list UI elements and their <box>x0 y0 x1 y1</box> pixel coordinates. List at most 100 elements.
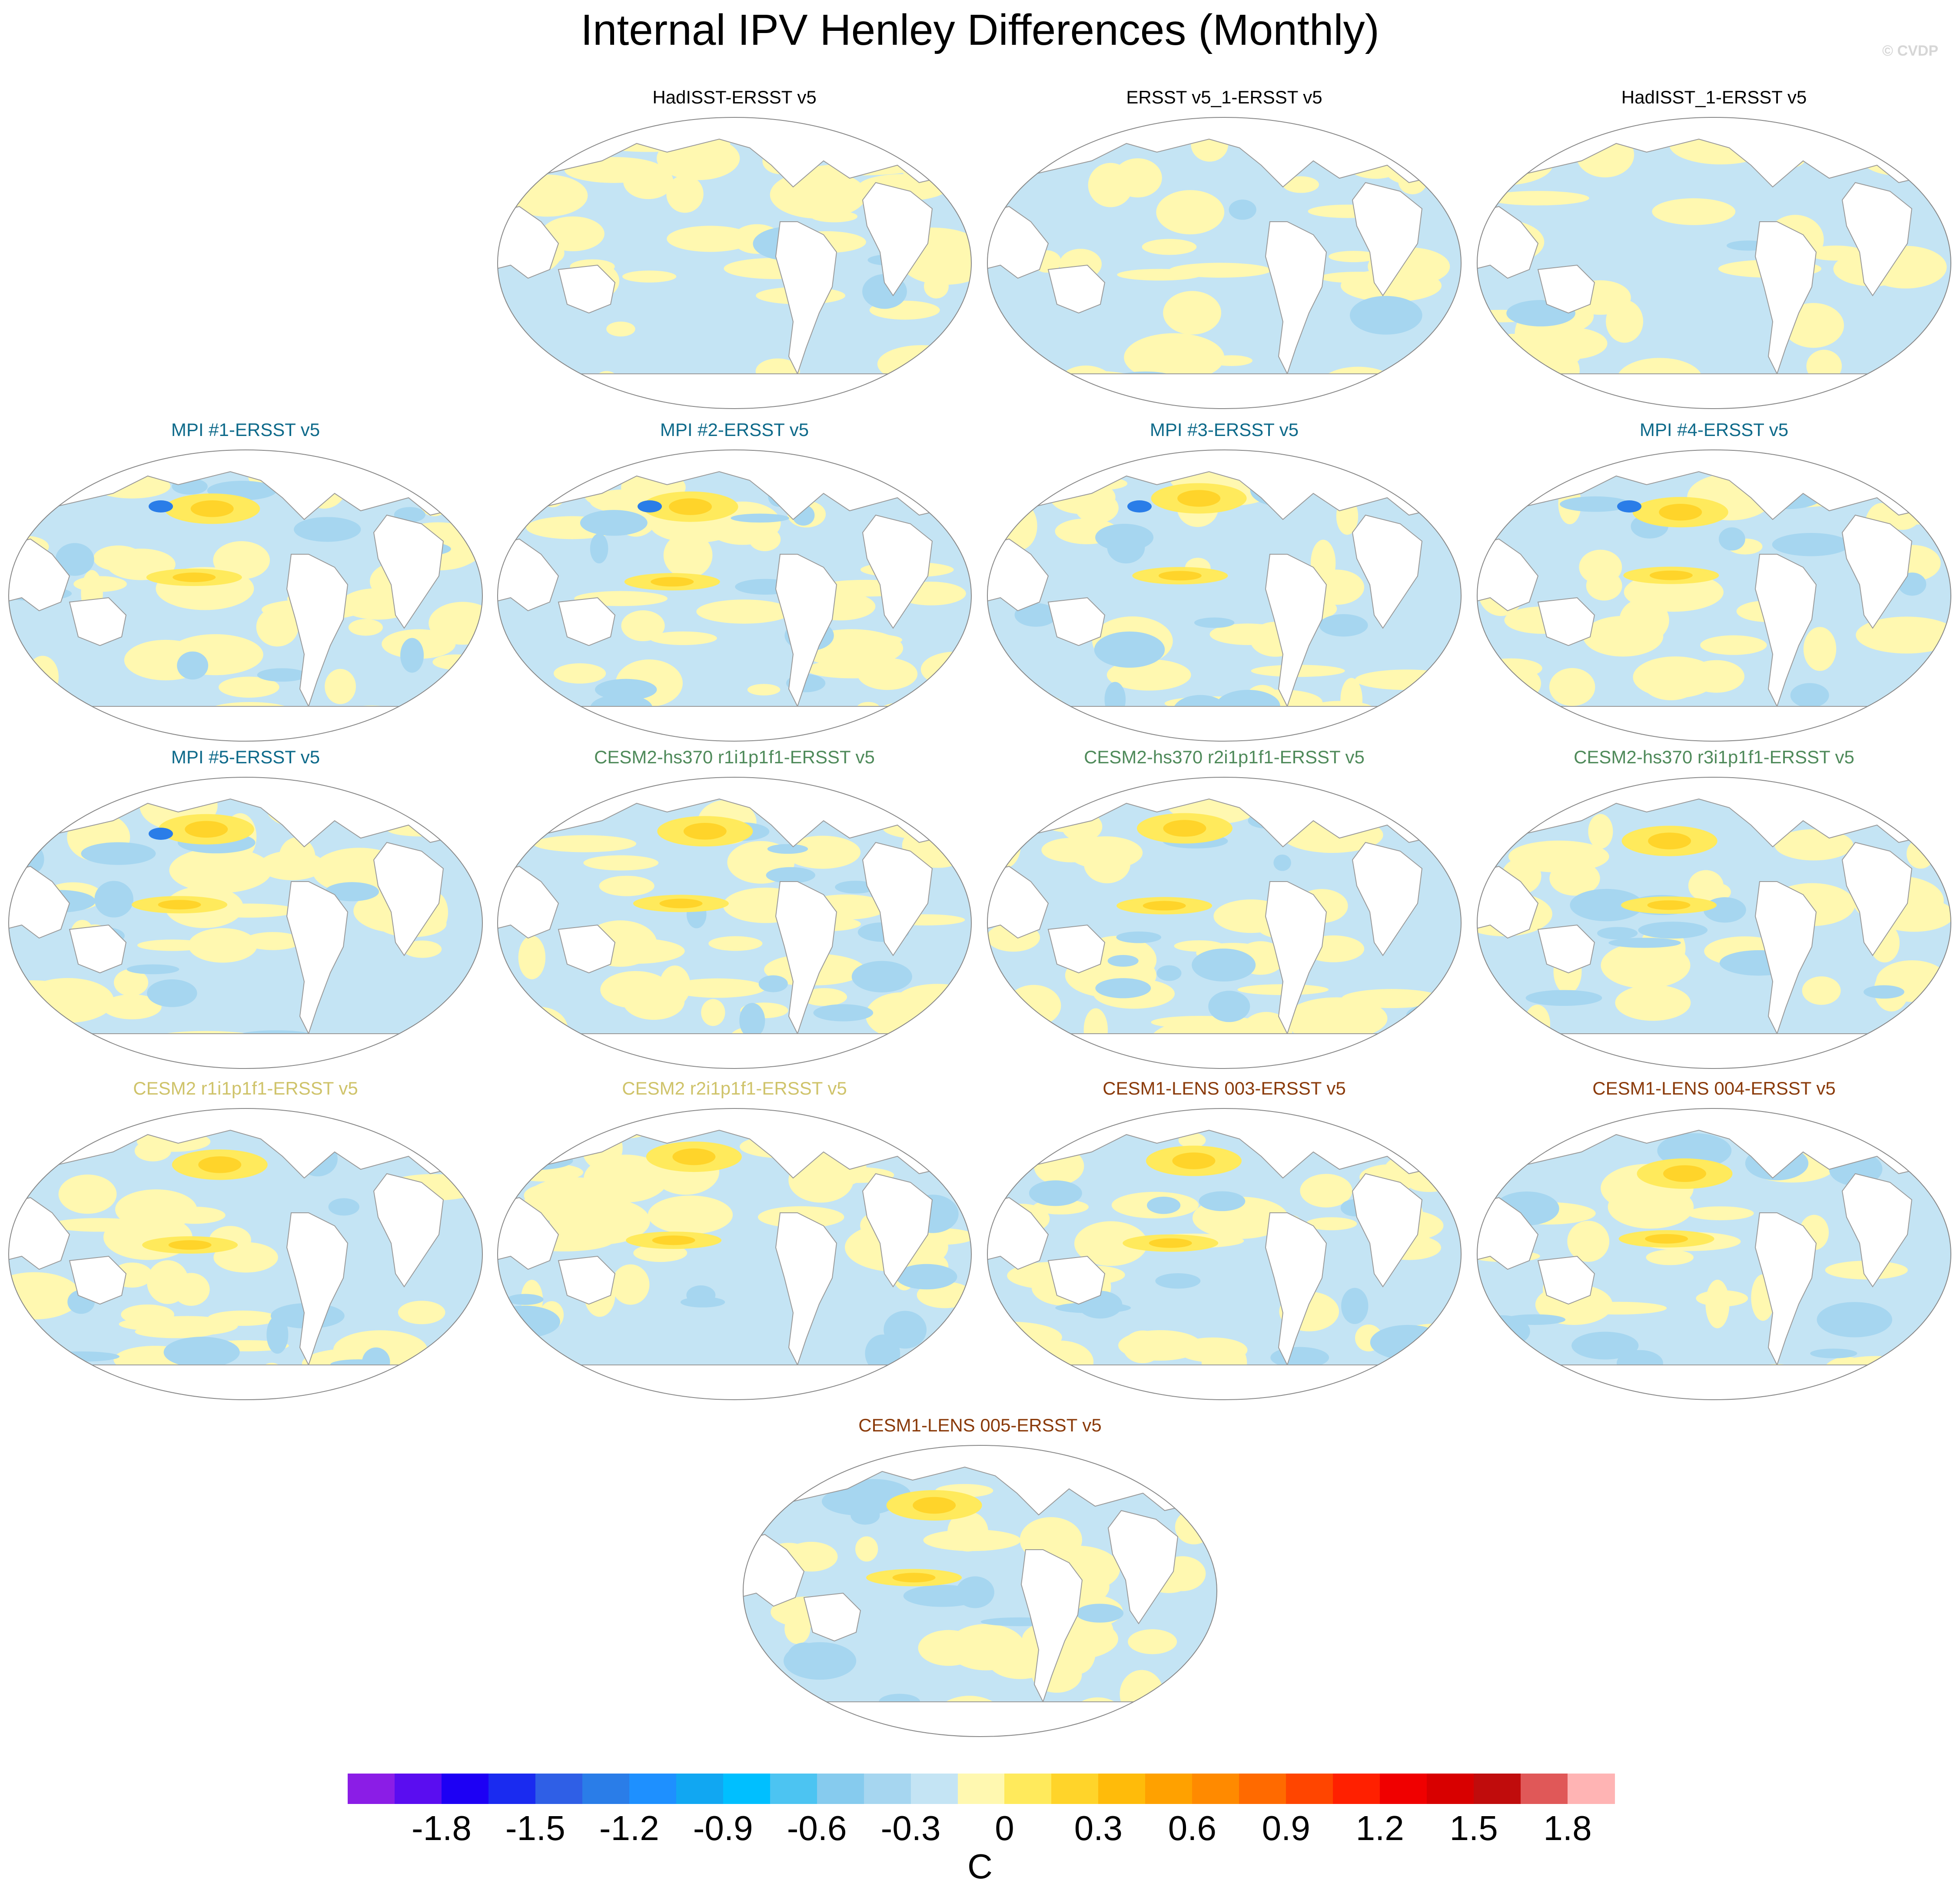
map-panel: CESM2 r1i1p1f1-ERSST v5 <box>4 1078 487 1408</box>
map-panel: MPI #3-ERSST v5 <box>983 419 1465 750</box>
land-mass <box>1047 597 1106 646</box>
panel-title: CESM1-LENS 004-ERSST v5 <box>1592 1078 1836 1098</box>
colorbar-tick-label: -1.5 <box>505 1809 565 1847</box>
land-mass <box>9 706 482 741</box>
map-boundary <box>1477 449 1951 742</box>
map-panel: CESM2-hs370 r1i1p1f1-ERSST v5 <box>493 747 976 1077</box>
land-mass <box>1352 842 1423 956</box>
colorbar-cell <box>1380 1774 1428 1804</box>
positive-anomaly <box>511 1007 568 1052</box>
positive-anomaly <box>611 1264 650 1305</box>
negative-anomaly <box>850 1506 880 1525</box>
land-mass <box>1754 554 1817 708</box>
positive-anomaly <box>1074 1221 1148 1266</box>
positive-anomaly <box>1601 942 1691 988</box>
positive-anomaly <box>1027 1340 1094 1383</box>
negative-anomaly <box>1560 496 1631 512</box>
negative-anomaly <box>590 533 608 564</box>
positive-anomaly <box>648 1195 733 1235</box>
map-boundary <box>987 449 1462 742</box>
positive-anomaly <box>398 1301 445 1325</box>
positive-anomaly <box>188 928 257 963</box>
map-panel: HadISST-ERSST v5 <box>493 87 976 417</box>
colorbar-cell <box>864 1774 911 1804</box>
credit-watermark: © CVDP <box>1882 43 1938 59</box>
positive-anomaly <box>1128 1629 1177 1654</box>
negative-anomaly-core <box>1617 500 1641 513</box>
land-mass <box>373 842 444 956</box>
positive-anomaly <box>1480 658 1542 679</box>
positive-anomaly <box>987 356 1057 380</box>
negative-anomaly <box>257 668 307 682</box>
negative-anomaly <box>813 1004 874 1022</box>
map-boundary <box>743 1445 1217 1737</box>
land-mass <box>1841 182 1913 296</box>
negative-anomaly <box>1817 1302 1893 1338</box>
positive-anomaly <box>1687 1206 1754 1221</box>
land-mass <box>9 1364 482 1400</box>
sst-difference-map <box>1477 449 1951 742</box>
land-mass <box>286 881 349 1035</box>
positive-anomaly <box>854 634 902 646</box>
panel-title: CESM1-LENS 005-ERSST v5 <box>858 1415 1102 1435</box>
land-mass <box>498 865 559 939</box>
land-mass <box>558 597 616 646</box>
map-boundary <box>1477 1108 1951 1400</box>
negative-anomaly <box>1014 603 1057 627</box>
negative-anomaly <box>739 1003 765 1038</box>
positive-anomaly-core <box>185 821 228 838</box>
negative-anomaly <box>1570 889 1644 922</box>
land-mass <box>1352 182 1423 296</box>
map-panel: CESM2-hs370 r3i1p1f1-ERSST v5 <box>1473 747 1955 1077</box>
sst-difference-map <box>1477 777 1951 1069</box>
map-panel: ERSST v5_1-ERSST v5 <box>983 87 1465 417</box>
positive-anomaly <box>345 853 371 877</box>
map-boundary <box>497 777 972 1069</box>
negative-anomaly <box>884 1311 927 1349</box>
positive-anomaly <box>1479 1127 1531 1153</box>
positive-anomaly <box>243 932 302 950</box>
positive-anomaly <box>1890 1010 1951 1046</box>
land-mass <box>373 1173 444 1288</box>
land-mass <box>9 865 70 939</box>
positive-anomaly <box>279 837 316 878</box>
colorbar-cell <box>535 1774 583 1804</box>
panel-title: MPI #5-ERSST v5 <box>171 747 320 767</box>
positive-anomaly <box>164 1206 226 1224</box>
negative-anomaly <box>1194 617 1235 628</box>
colorbar-cell <box>770 1774 817 1804</box>
positive-anomaly <box>1615 985 1691 1021</box>
land-mass <box>1107 1510 1179 1624</box>
positive-anomaly <box>1571 1301 1667 1315</box>
positive-anomaly <box>924 274 949 299</box>
negative-anomaly <box>1147 1196 1181 1214</box>
negative-anomaly <box>1156 965 1182 981</box>
sst-difference-map <box>8 449 483 742</box>
negative-anomaly <box>1107 955 1139 967</box>
colorbar-cell <box>1192 1774 1240 1804</box>
negative-anomaly <box>1116 931 1162 943</box>
negative-anomaly <box>595 679 657 700</box>
land-mass <box>1841 842 1913 956</box>
negative-anomaly <box>1095 978 1151 998</box>
positive-anomaly <box>51 1043 100 1057</box>
negative-anomaly <box>835 881 876 894</box>
colorbar-cell <box>348 1774 395 1804</box>
positive-anomaly-core <box>1149 1238 1192 1248</box>
colorbar-cell <box>1004 1774 1052 1804</box>
negative-anomaly <box>766 867 816 883</box>
negative-anomaly <box>163 1337 240 1368</box>
land-mass <box>862 1173 933 1288</box>
map-boundary <box>987 777 1462 1069</box>
sst-difference-map <box>8 1108 483 1400</box>
negative-anomaly <box>903 1585 982 1607</box>
positive-anomaly <box>113 969 149 996</box>
positive-anomaly <box>855 1536 878 1562</box>
land-mass <box>1754 221 1817 375</box>
colorbar-cell <box>582 1774 630 1804</box>
land-mass <box>1047 264 1106 314</box>
positive-anomaly <box>325 669 356 704</box>
negative-anomaly <box>1406 1004 1452 1027</box>
positive-anomaly-core <box>168 1240 212 1250</box>
positive-anomaly-core <box>1158 571 1202 581</box>
